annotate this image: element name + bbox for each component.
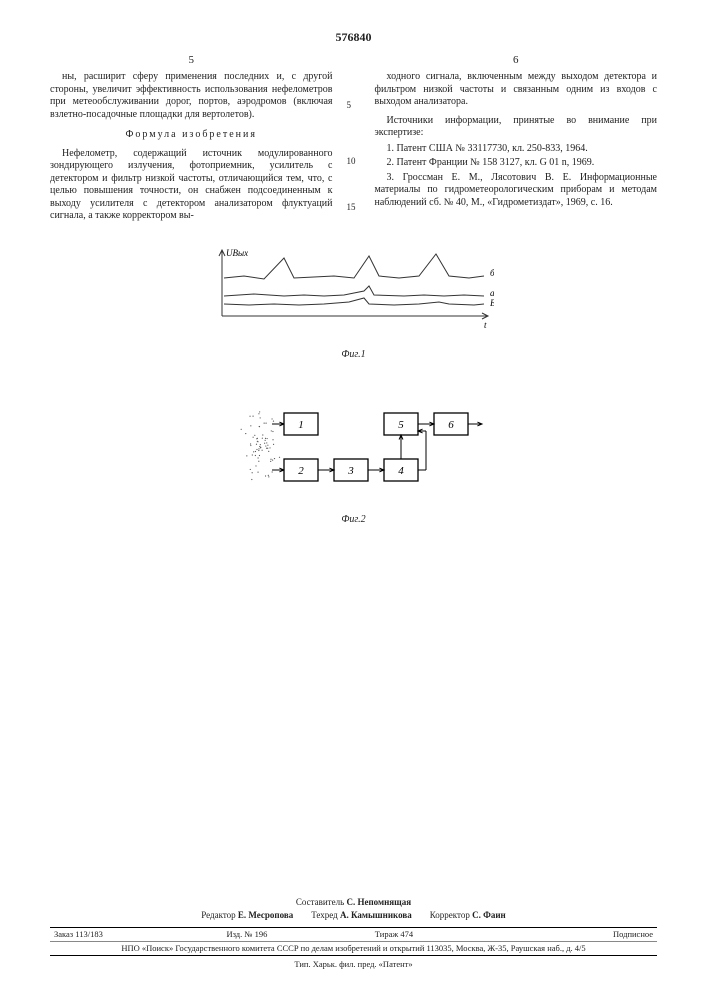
figure-2-diagram: 1 2 3 4 5 6 [214, 401, 494, 511]
figure-1-area: UВых t баВ Фиг.1 [50, 246, 657, 361]
corrector-name: С. Фаин [472, 910, 506, 920]
footer: Составитель С. Непомнящая Редактор Е. Ме… [50, 896, 657, 970]
footer-order: Заказ 113/183 [50, 927, 222, 941]
compiler-name: С. Непомнящая [346, 897, 411, 907]
figure-2-area: 1 2 3 4 5 6 Фиг.2 [50, 401, 657, 526]
editor-label: Редактор [201, 909, 235, 923]
left-paragraph-1: ны, расширит сферу применения последних … [50, 71, 333, 121]
sources-title: Источники информации, принятые во вниман… [375, 115, 658, 140]
left-col-number: 5 [50, 54, 333, 68]
svg-text:4: 4 [398, 465, 404, 477]
line-mark-5: 5 [347, 100, 352, 112]
figure-1-chart: UВых t баВ [214, 246, 494, 346]
corrector-label: Корректор [430, 909, 470, 923]
line-mark-15: 15 [347, 202, 356, 214]
left-paragraph-2: Нефелометр, содержащий источник модулиро… [50, 148, 333, 223]
footer-tirazh: Тираж 474 [371, 927, 511, 941]
footer-table: Заказ 113/183 Изд. № 196 Тираж 474 Подпи… [50, 927, 657, 956]
reference-3: 3. Гроссман Е. М., Лясотович В. Е. Инфор… [375, 172, 658, 210]
reference-2: 2. Патент Франции № 158 3127, кл. G 01 n… [375, 157, 658, 170]
footer-sub: Подписное [511, 927, 657, 941]
svg-text:5: 5 [398, 419, 404, 431]
svg-text:UВых: UВых [226, 248, 248, 258]
left-column: 5 ны, расширит сферу применения последни… [50, 54, 333, 226]
svg-text:1: 1 [298, 419, 304, 431]
techred-name: А. Камышникова [340, 910, 412, 920]
footer-izd: Изд. № 196 [222, 927, 370, 941]
figure-1-label: Фиг.1 [50, 348, 657, 361]
compiler-label: Составитель [296, 896, 344, 910]
svg-text:3: 3 [347, 465, 354, 477]
svg-text:2: 2 [298, 465, 304, 477]
right-col-number: 6 [375, 54, 658, 68]
two-column-text: 5 ны, расширит сферу применения последни… [50, 54, 657, 226]
formula-title: Формула изобретения [50, 129, 333, 142]
techred-label: Техред [311, 909, 338, 923]
svg-text:а: а [490, 288, 494, 298]
footer-table-row-1: Заказ 113/183 Изд. № 196 Тираж 474 Подпи… [50, 927, 657, 941]
footer-table-row-2: НПО «Поиск» Государственного комитета СС… [50, 941, 657, 955]
svg-text:t: t [484, 320, 487, 330]
footer-credits: Составитель С. Непомнящая Редактор Е. Ме… [50, 896, 657, 923]
document-number: 576840 [50, 30, 657, 46]
editor-name: Е. Месропова [238, 910, 293, 920]
line-number-gutter: 5 10 15 [347, 54, 361, 226]
footer-address: НПО «Поиск» Государственного комитета СС… [50, 941, 657, 955]
svg-text:б: б [490, 268, 494, 278]
footer-bottom: Тип. Харьк. фил. пред. «Патент» [50, 959, 657, 970]
reference-1: 1. Патент США № 33117730, кл. 250-833, 1… [375, 143, 658, 156]
right-column: 6 ходного сигнала, включенным между выхо… [375, 54, 658, 226]
right-paragraph-1: ходного сигнала, включенным между выходо… [375, 71, 658, 109]
svg-text:6: 6 [448, 419, 454, 431]
patent-page: 576840 5 ны, расширит сферу применения п… [0, 0, 707, 1000]
line-mark-10: 10 [347, 156, 356, 168]
figure-2-label: Фиг.2 [50, 513, 657, 526]
svg-text:В: В [490, 298, 494, 308]
